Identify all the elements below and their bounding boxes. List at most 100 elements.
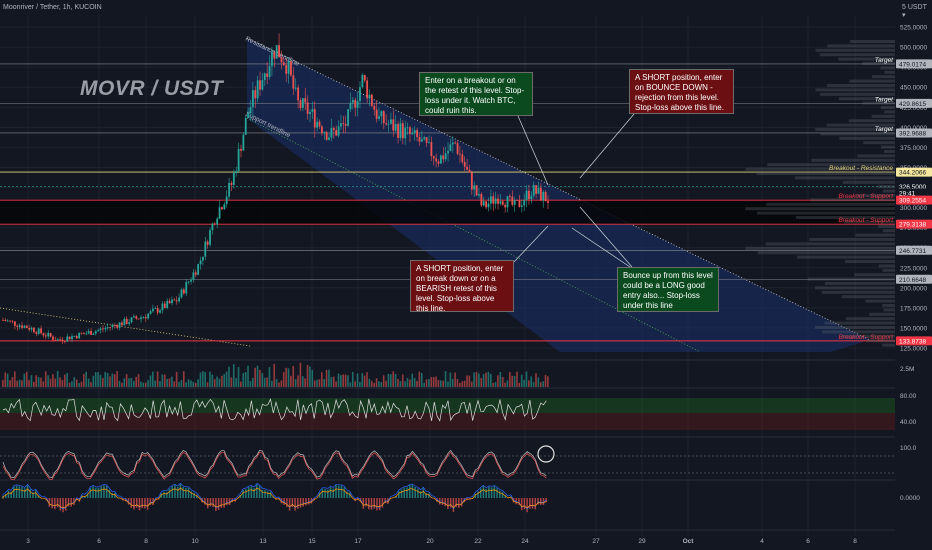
- macd-hist-49: [135, 498, 138, 508]
- macd-hist-173: [474, 493, 476, 498]
- annotation-long-bounce[interactable]: Bounce up from this level could be a LON…: [617, 267, 719, 312]
- candle-body-217: [518, 200, 521, 207]
- price-label-2: 392.9688: [899, 130, 926, 137]
- volume-bar-65: [156, 371, 159, 387]
- level-tag-1: Target: [875, 96, 894, 103]
- candle-body-25: [61, 339, 64, 342]
- candle-body-22: [54, 339, 57, 341]
- stoch-d-line: [2, 451, 547, 481]
- volume-bar-138: [330, 376, 333, 387]
- volume-bar-116: [278, 382, 280, 387]
- macd-hist-70: [193, 492, 195, 498]
- candle-body-121: [290, 61, 292, 76]
- connector-long-bounce-a: [571, 227, 631, 268]
- macd-hist-13: [37, 495, 40, 498]
- volume-profile-bar-29: [745, 167, 895, 171]
- volume-bar-93: [223, 373, 226, 387]
- macd-hist-64: [176, 487, 179, 498]
- macd-hist-166: [455, 498, 457, 508]
- candle-body-106: [254, 90, 257, 99]
- macd-hist-69: [190, 491, 193, 498]
- volume-bar-179: [428, 379, 430, 387]
- volume-profile-bar-11: [815, 88, 895, 92]
- annotation-short-breakdown[interactable]: A SHORT position, enter on break down or…: [410, 260, 514, 313]
- volume-bar-204: [487, 371, 490, 387]
- macd-hist-196: [537, 498, 539, 505]
- candle-body-175: [418, 137, 421, 142]
- volume-bar-126: [301, 376, 304, 387]
- annotation-breakout-entry[interactable]: Enter on a breakout or on the retest of …: [419, 72, 533, 116]
- macd-hist-153: [419, 491, 422, 498]
- volume-profile-bar-66: [822, 330, 895, 334]
- candle-body-4: [11, 320, 14, 322]
- volume-bar-69: [166, 378, 168, 387]
- macd-hist-195: [534, 498, 537, 510]
- currency-label[interactable]: 5 USDT ▾: [902, 4, 927, 19]
- candle-body-141: [337, 126, 340, 136]
- macd-hist-103: [283, 498, 285, 505]
- connector-long-bounce-b: [579, 206, 633, 268]
- candle-body-119: [285, 65, 288, 74]
- candle-body-134: [321, 126, 323, 134]
- volume-bar-80: [192, 381, 195, 387]
- macd-hist-88: [242, 489, 244, 498]
- volume-profile-bar-67: [842, 334, 895, 338]
- volume-bar-52: [125, 374, 128, 387]
- candle-body-53: [128, 322, 131, 324]
- volume-bar-229: [547, 376, 549, 387]
- candle-body-139: [332, 127, 335, 131]
- candle-body-52: [125, 318, 128, 324]
- volume-bar-51: [123, 378, 126, 387]
- candle-body-185: [442, 155, 445, 160]
- volume-bar-226: [539, 382, 542, 387]
- price-label-1: 429.8615: [899, 101, 926, 108]
- macd-hist-34: [95, 487, 97, 498]
- volume-bar-200: [478, 373, 480, 387]
- price-tick-1: 500.0000: [900, 45, 927, 52]
- time-tick-12: Oct: [683, 538, 695, 545]
- volume-bar-79: [190, 380, 192, 387]
- volume-bar-143: [342, 374, 345, 387]
- volume-bar-67: [161, 374, 164, 387]
- macd-hist-52: [144, 498, 146, 509]
- volume-profile-bar-60: [882, 304, 895, 307]
- macd-hist-194: [531, 498, 534, 509]
- volume-profile-bar-54: [807, 277, 895, 281]
- volume-bar-133: [318, 379, 321, 387]
- volume-bar-105: [251, 377, 254, 387]
- macd-hist-124: [340, 485, 343, 498]
- volume-bar-197: [470, 381, 473, 387]
- volume-profile-bar-30: [756, 172, 895, 175]
- candle-body-118: [282, 62, 285, 66]
- volume-bar-29: [71, 381, 73, 387]
- volume-bar-13: [33, 381, 35, 387]
- volume-profile-bar-9: [849, 79, 895, 83]
- candle-body-74: [178, 297, 181, 302]
- macd-hist-174: [477, 491, 479, 498]
- volume-bar-168: [401, 374, 404, 387]
- volume-profile-bar-15: [880, 106, 895, 109]
- volume-bar-59: [142, 382, 145, 387]
- annotation-short-bounce[interactable]: A SHORT position, enter on BOUNCE DOWN -…: [629, 69, 734, 114]
- macd-hist-112: [307, 498, 310, 505]
- volume-bar-181: [432, 377, 435, 387]
- volume-profile-bar-47: [745, 246, 895, 250]
- volume-bar-224: [535, 373, 537, 387]
- volume-bar-57: [137, 374, 140, 387]
- candle-body-60: [144, 317, 147, 319]
- volume-bar-148: [354, 381, 356, 387]
- macd-hist-154: [422, 488, 425, 498]
- candle-body-179: [428, 142, 430, 143]
- candle-body-195: [466, 166, 468, 170]
- volume-bar-44: [106, 373, 109, 387]
- candle-body-145: [347, 109, 349, 126]
- volume-profile-bar-69: [882, 343, 895, 347]
- symbol-header[interactable]: Moonriver / Tether, 1h, KUCOIN: [3, 4, 102, 11]
- macd-hist-164: [449, 498, 452, 508]
- macd-hist-98: [269, 491, 272, 498]
- candle-body-59: [142, 317, 145, 318]
- candle-body-0: [2, 319, 4, 321]
- candle-body-37: [90, 330, 92, 335]
- macd-hist-97: [267, 491, 269, 498]
- candle-body-104: [249, 107, 252, 113]
